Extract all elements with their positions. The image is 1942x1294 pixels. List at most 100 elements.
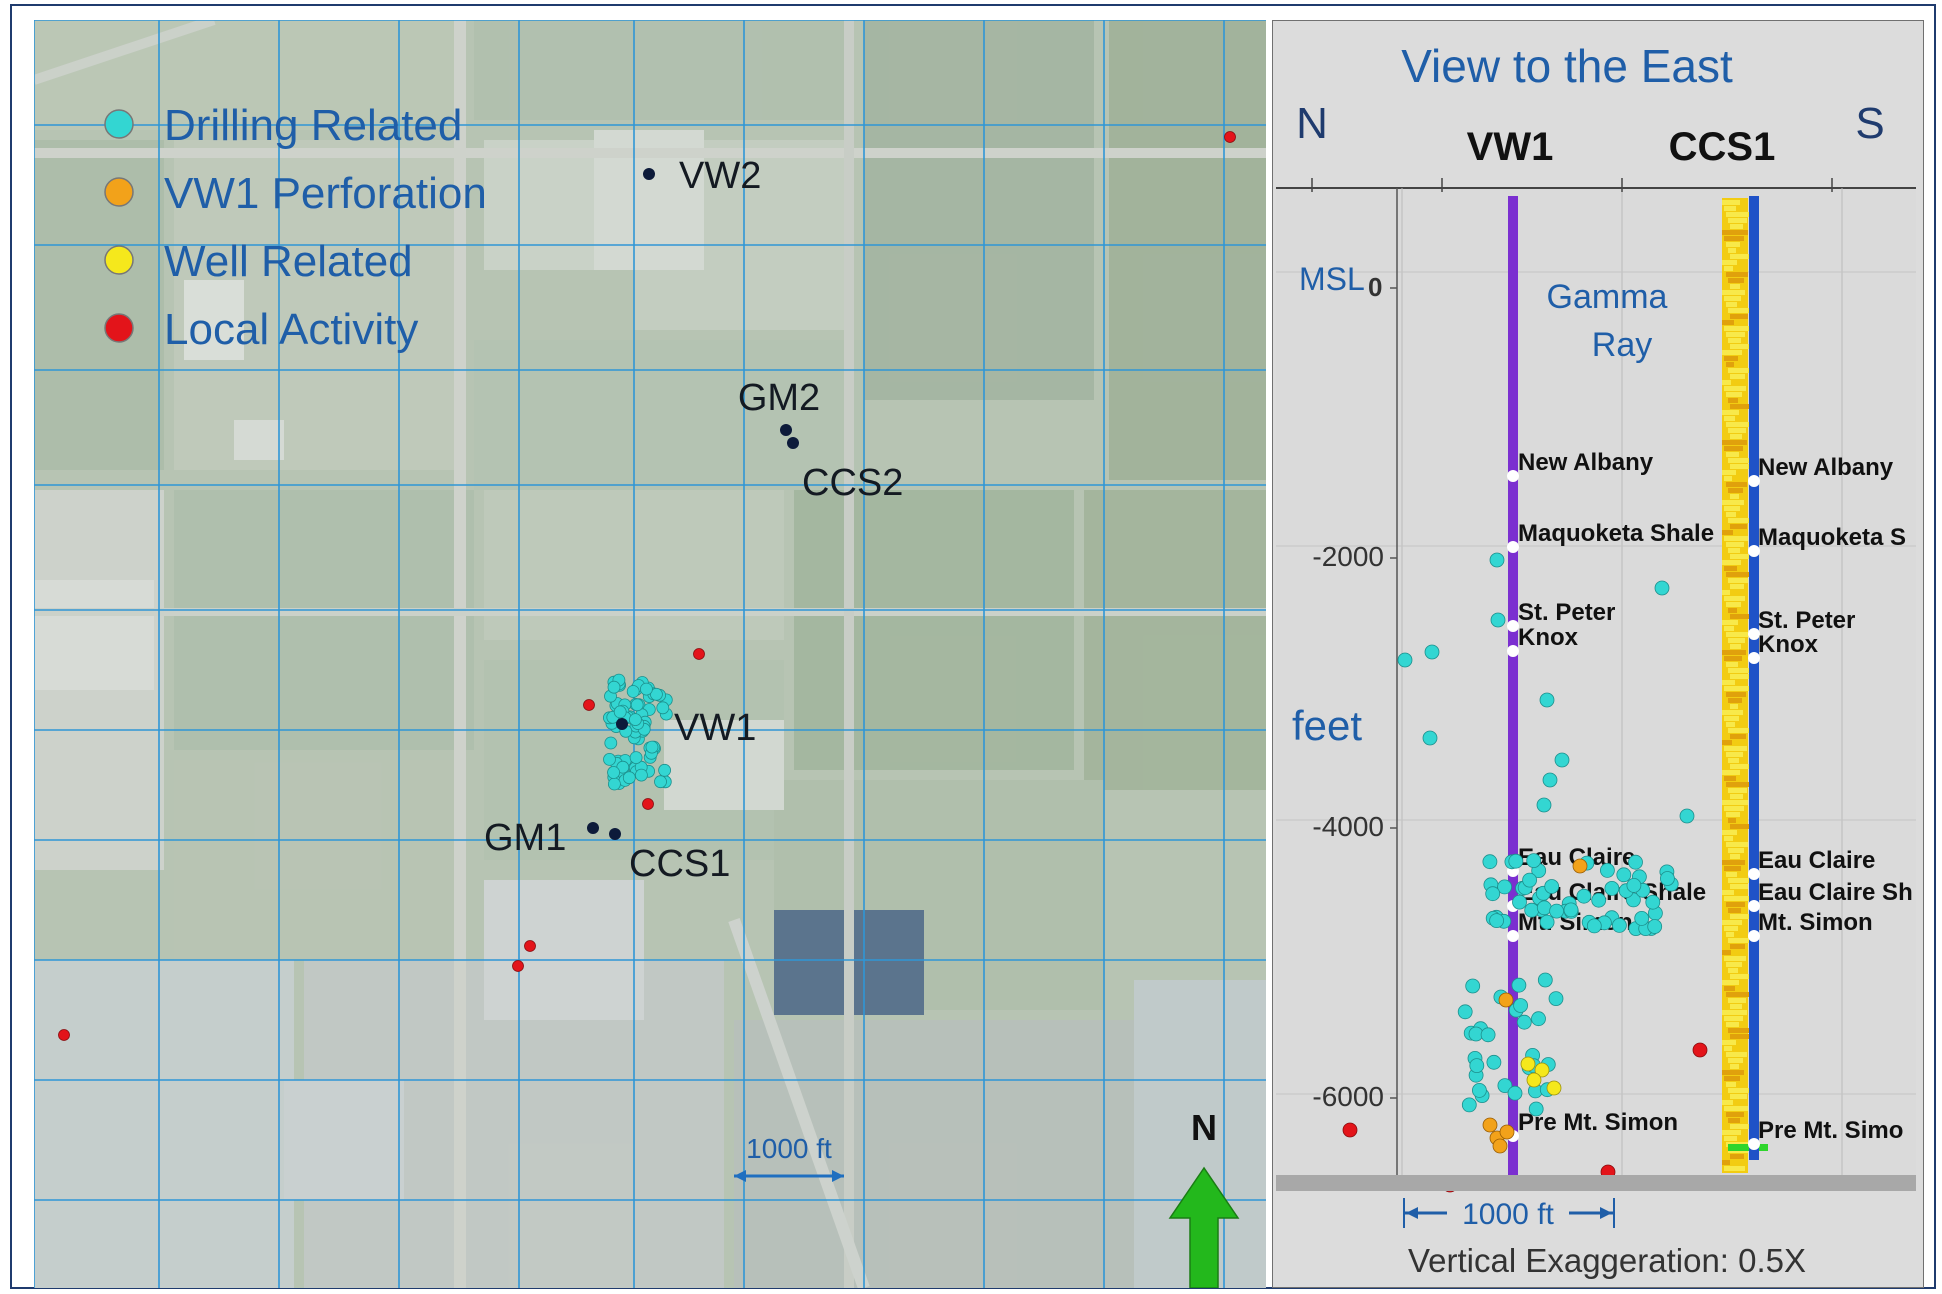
well-label-gm2: GM2 (738, 377, 820, 419)
section-event (1486, 1054, 1502, 1070)
vertical-exaggeration-label: Vertical Exaggeration: 0.5X (1408, 1242, 1806, 1279)
legend-swatch-0 (104, 109, 134, 139)
map-event-local (583, 699, 595, 711)
well-marker-gm1 (587, 822, 599, 834)
section-event (1485, 886, 1501, 902)
ccs1-formation-label: Mt. Simon (1758, 909, 1873, 936)
vw1-formation-label: Maquoketa Shale (1518, 520, 1714, 547)
north-arrow: N (1168, 1107, 1240, 1289)
direction-north: N (1296, 99, 1328, 148)
map-event-drilling (658, 763, 671, 777)
map-event-drilling (645, 740, 659, 754)
vw1-wellbore (1508, 196, 1518, 1182)
map-event-drilling (608, 777, 621, 791)
section-event (1628, 854, 1643, 870)
legend-swatch-1 (104, 177, 134, 207)
section-event (1524, 902, 1540, 918)
well-label-vw2: VW2 (679, 155, 761, 197)
section-event (1489, 552, 1505, 568)
section-event (1492, 1138, 1508, 1154)
formation-tops: New Albany Maquoketa Shale St. Peter Knox Ea… (1507, 449, 1913, 1150)
legend-label-0: Drilling Related (164, 101, 462, 150)
map-event-local (524, 940, 536, 952)
section-event (1546, 1080, 1562, 1096)
section-event (1424, 644, 1440, 660)
section-event (1465, 978, 1481, 994)
north-label: N (1191, 1107, 1217, 1148)
ccs1-wellbore (1749, 196, 1759, 1160)
section-event (1513, 998, 1529, 1013)
ccs1-formation-label: Maquoketa S (1758, 524, 1906, 551)
map-canvas: Drilling Related VW1 Perforation Well Rela… (32, 15, 1266, 1290)
vw1-formation-label: New Albany (1518, 449, 1654, 476)
ccs1-formation-label: Pre Mt. Simo (1758, 1117, 1903, 1144)
section-scale-label: 1000 ft (1462, 1198, 1554, 1231)
section-event (1511, 977, 1527, 993)
section-event (1498, 992, 1514, 1008)
section-event (1490, 612, 1506, 628)
section-event (1548, 991, 1564, 1006)
map-event-drilling (603, 753, 616, 766)
ccs1-formation-label: Eau Claire (1758, 847, 1875, 874)
gamma-ray-label-line1: Gamma (1547, 278, 1668, 316)
section-event (1516, 1014, 1532, 1030)
map-panel[interactable]: Drilling Related VW1 Perforation Well Rela… (32, 15, 1266, 1290)
map-event-drilling (607, 766, 620, 779)
section-event (1497, 879, 1513, 895)
y-axis: 0 -2000 -4000 -6000 (1312, 188, 1398, 1188)
map-event-drilling (650, 687, 663, 701)
section-event (1554, 752, 1570, 768)
section-event (1507, 1085, 1523, 1101)
section-event (1499, 1124, 1515, 1140)
section-event (1599, 863, 1615, 878)
well-marker-gm2 (780, 424, 792, 436)
map-event-local (642, 798, 654, 810)
map-event-drilling (656, 701, 670, 715)
vw1-formation-label: St. Peter (1518, 599, 1615, 626)
section-event (1586, 918, 1602, 934)
map-scale-label: 1000 ft (746, 1133, 832, 1164)
y-tick-label: -2000 (1312, 541, 1384, 572)
map-legend: Drilling Related VW1 Perforation Well Rela… (104, 101, 487, 354)
section-event (1512, 894, 1527, 910)
map-event-drilling (629, 713, 642, 726)
msl-label: MSL (1299, 261, 1365, 297)
map-event-drilling (654, 775, 667, 789)
cross-section-panel[interactable]: View to the East N S VW1 CCS1 0 -2000 -400… (1271, 19, 1925, 1289)
section-event (1539, 914, 1555, 930)
legend-label-2: Well Related (164, 237, 413, 286)
section-event (1616, 867, 1632, 883)
figure-frame: Drilling Related VW1 Perforation Well Rela… (10, 4, 1936, 1290)
section-event (1563, 902, 1579, 918)
well-label-ccs1: CCS1 (629, 843, 730, 885)
section-event (1645, 894, 1661, 910)
well-marker-vw2 (643, 168, 655, 180)
map-event-drilling (635, 768, 648, 782)
section-event (1397, 652, 1413, 668)
section-title: View to the East (1401, 40, 1733, 92)
section-event (1542, 772, 1558, 788)
section-event (1539, 692, 1555, 708)
section-event (1534, 1062, 1550, 1078)
legend-label-1: VW1 Perforation (164, 169, 487, 218)
well-header-vw1: VW1 (1467, 125, 1554, 169)
section-event (1647, 919, 1663, 934)
legend-swatch-2 (104, 245, 134, 275)
section-grid (1276, 178, 1916, 1175)
ccs1-formation-label: Knox (1758, 631, 1819, 658)
section-event (1549, 903, 1565, 919)
section-event (1480, 1027, 1496, 1043)
legend-label-3: Local Activity (164, 305, 418, 354)
map-event-drilling (613, 705, 627, 719)
section-event (1604, 881, 1620, 896)
section-event (1526, 1072, 1542, 1088)
section-event (1536, 900, 1552, 916)
gamma-ray-label-line2: Ray (1592, 326, 1652, 364)
section-event (1611, 918, 1627, 933)
map-event-drilling (604, 736, 618, 750)
direction-south: S (1855, 99, 1884, 148)
section-event (1536, 797, 1552, 813)
section-event (1461, 1097, 1477, 1113)
y-tick-label: 0 (1368, 272, 1382, 302)
section-event (1692, 1042, 1708, 1058)
